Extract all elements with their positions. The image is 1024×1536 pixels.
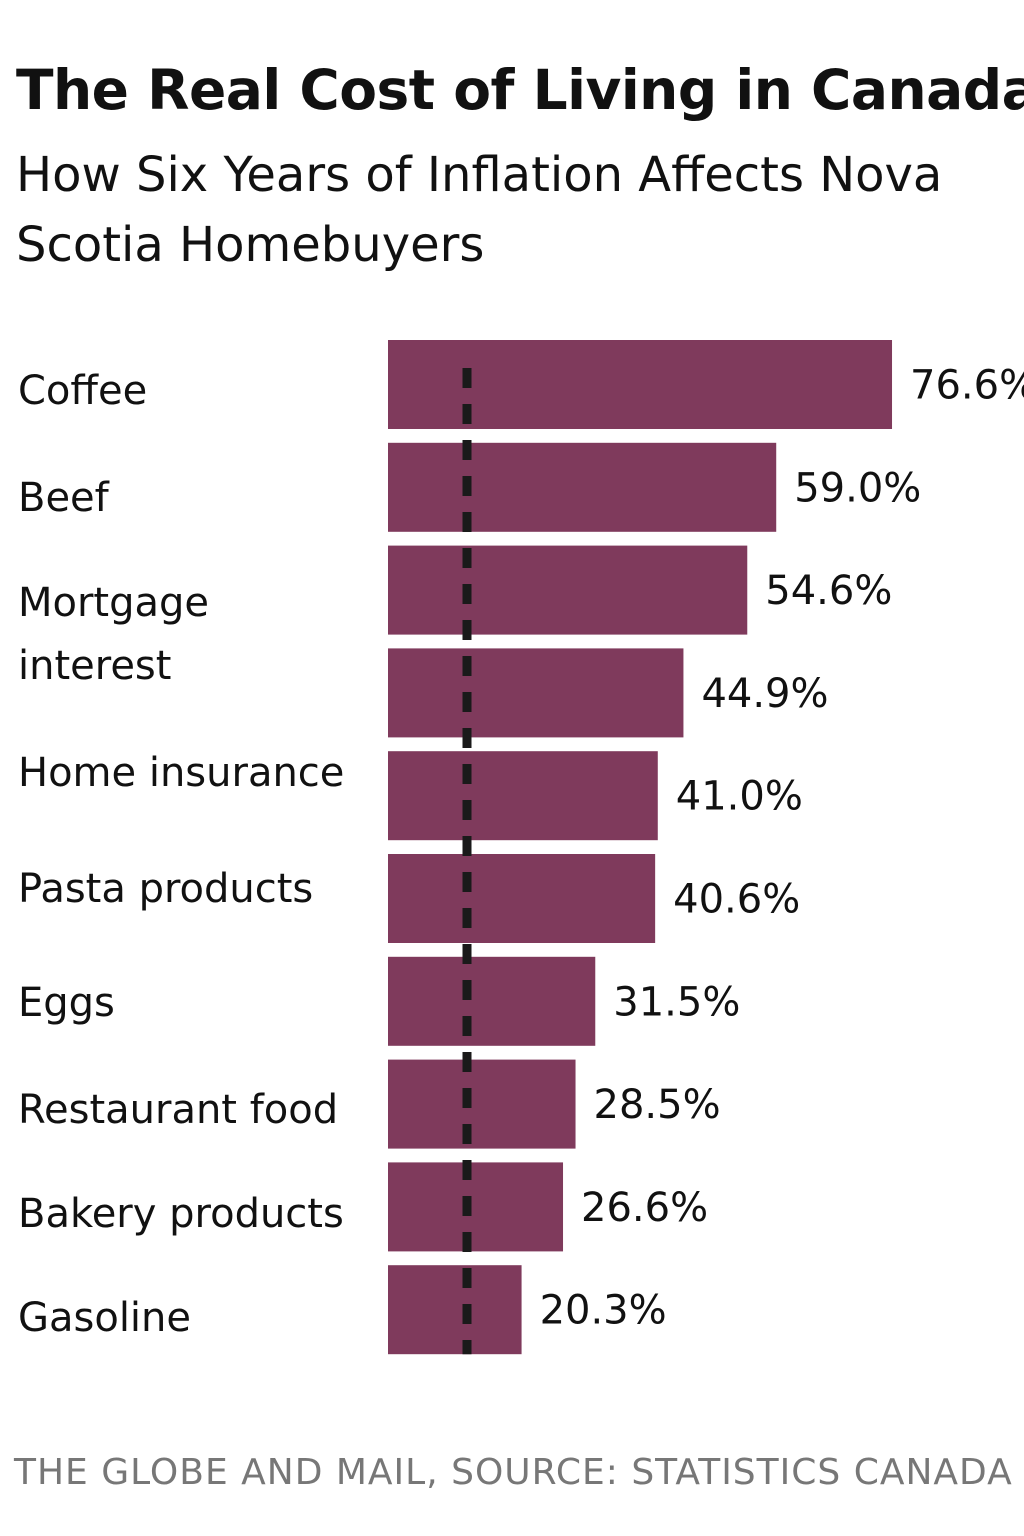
bar-chart: Coffee Beef Mortgage interest Home insurance… (18, 340, 1024, 1355)
value-label-7: 28.5% (594, 1082, 721, 1128)
value-label-3: 44.9% (701, 671, 828, 717)
category-label-7: Bakery products (18, 1191, 344, 1237)
value-label-0: 76.6% (910, 363, 1024, 409)
chart-title: The Real Cost of Living in Canada (16, 58, 1024, 122)
bar-0 (388, 340, 893, 429)
value-label-9: 20.3% (540, 1288, 667, 1334)
category-label-2: Mortgage interest (18, 580, 209, 689)
bar-8 (388, 1162, 564, 1252)
bar-5 (388, 854, 656, 943)
value-label-2: 54.6% (765, 568, 892, 614)
category-labels-group: Coffee Beef Mortgage interest Home insurance… (18, 368, 344, 1341)
bar-4 (388, 751, 658, 841)
chart-subtitle: How Six Years of Inflation Affects Nova … (16, 147, 943, 273)
bar-9 (388, 1265, 522, 1355)
bar-3 (388, 648, 684, 738)
bars-group (388, 340, 893, 1355)
value-label-1: 59.0% (794, 465, 921, 511)
source-credit: THE GLOBE AND MAIL, SOURCE: STATISTICS C… (14, 1452, 1013, 1493)
bar-2 (388, 545, 748, 635)
value-labels-group: 76.6% 59.0% 54.6% 44.9% 41.0% 40.6% 31.5% 28.5%… (540, 363, 1024, 1334)
category-label-8: Gasoline (18, 1295, 191, 1341)
category-label-0: Coffee (18, 368, 147, 414)
value-label-4: 41.0% (676, 774, 803, 820)
bar-7 (388, 1059, 576, 1149)
category-label-6: Restaurant food (18, 1087, 338, 1133)
category-label-3: Home insurance (18, 750, 344, 796)
bar-1 (388, 442, 777, 532)
value-label-5: 40.6% (673, 877, 800, 923)
category-label-4: Pasta products (18, 866, 313, 912)
value-label-8: 26.6% (581, 1185, 708, 1231)
bar-6 (388, 956, 596, 1046)
category-label-5: Eggs (18, 980, 115, 1026)
category-label-1: Beef (18, 475, 110, 521)
value-label-6: 31.5% (613, 979, 740, 1025)
